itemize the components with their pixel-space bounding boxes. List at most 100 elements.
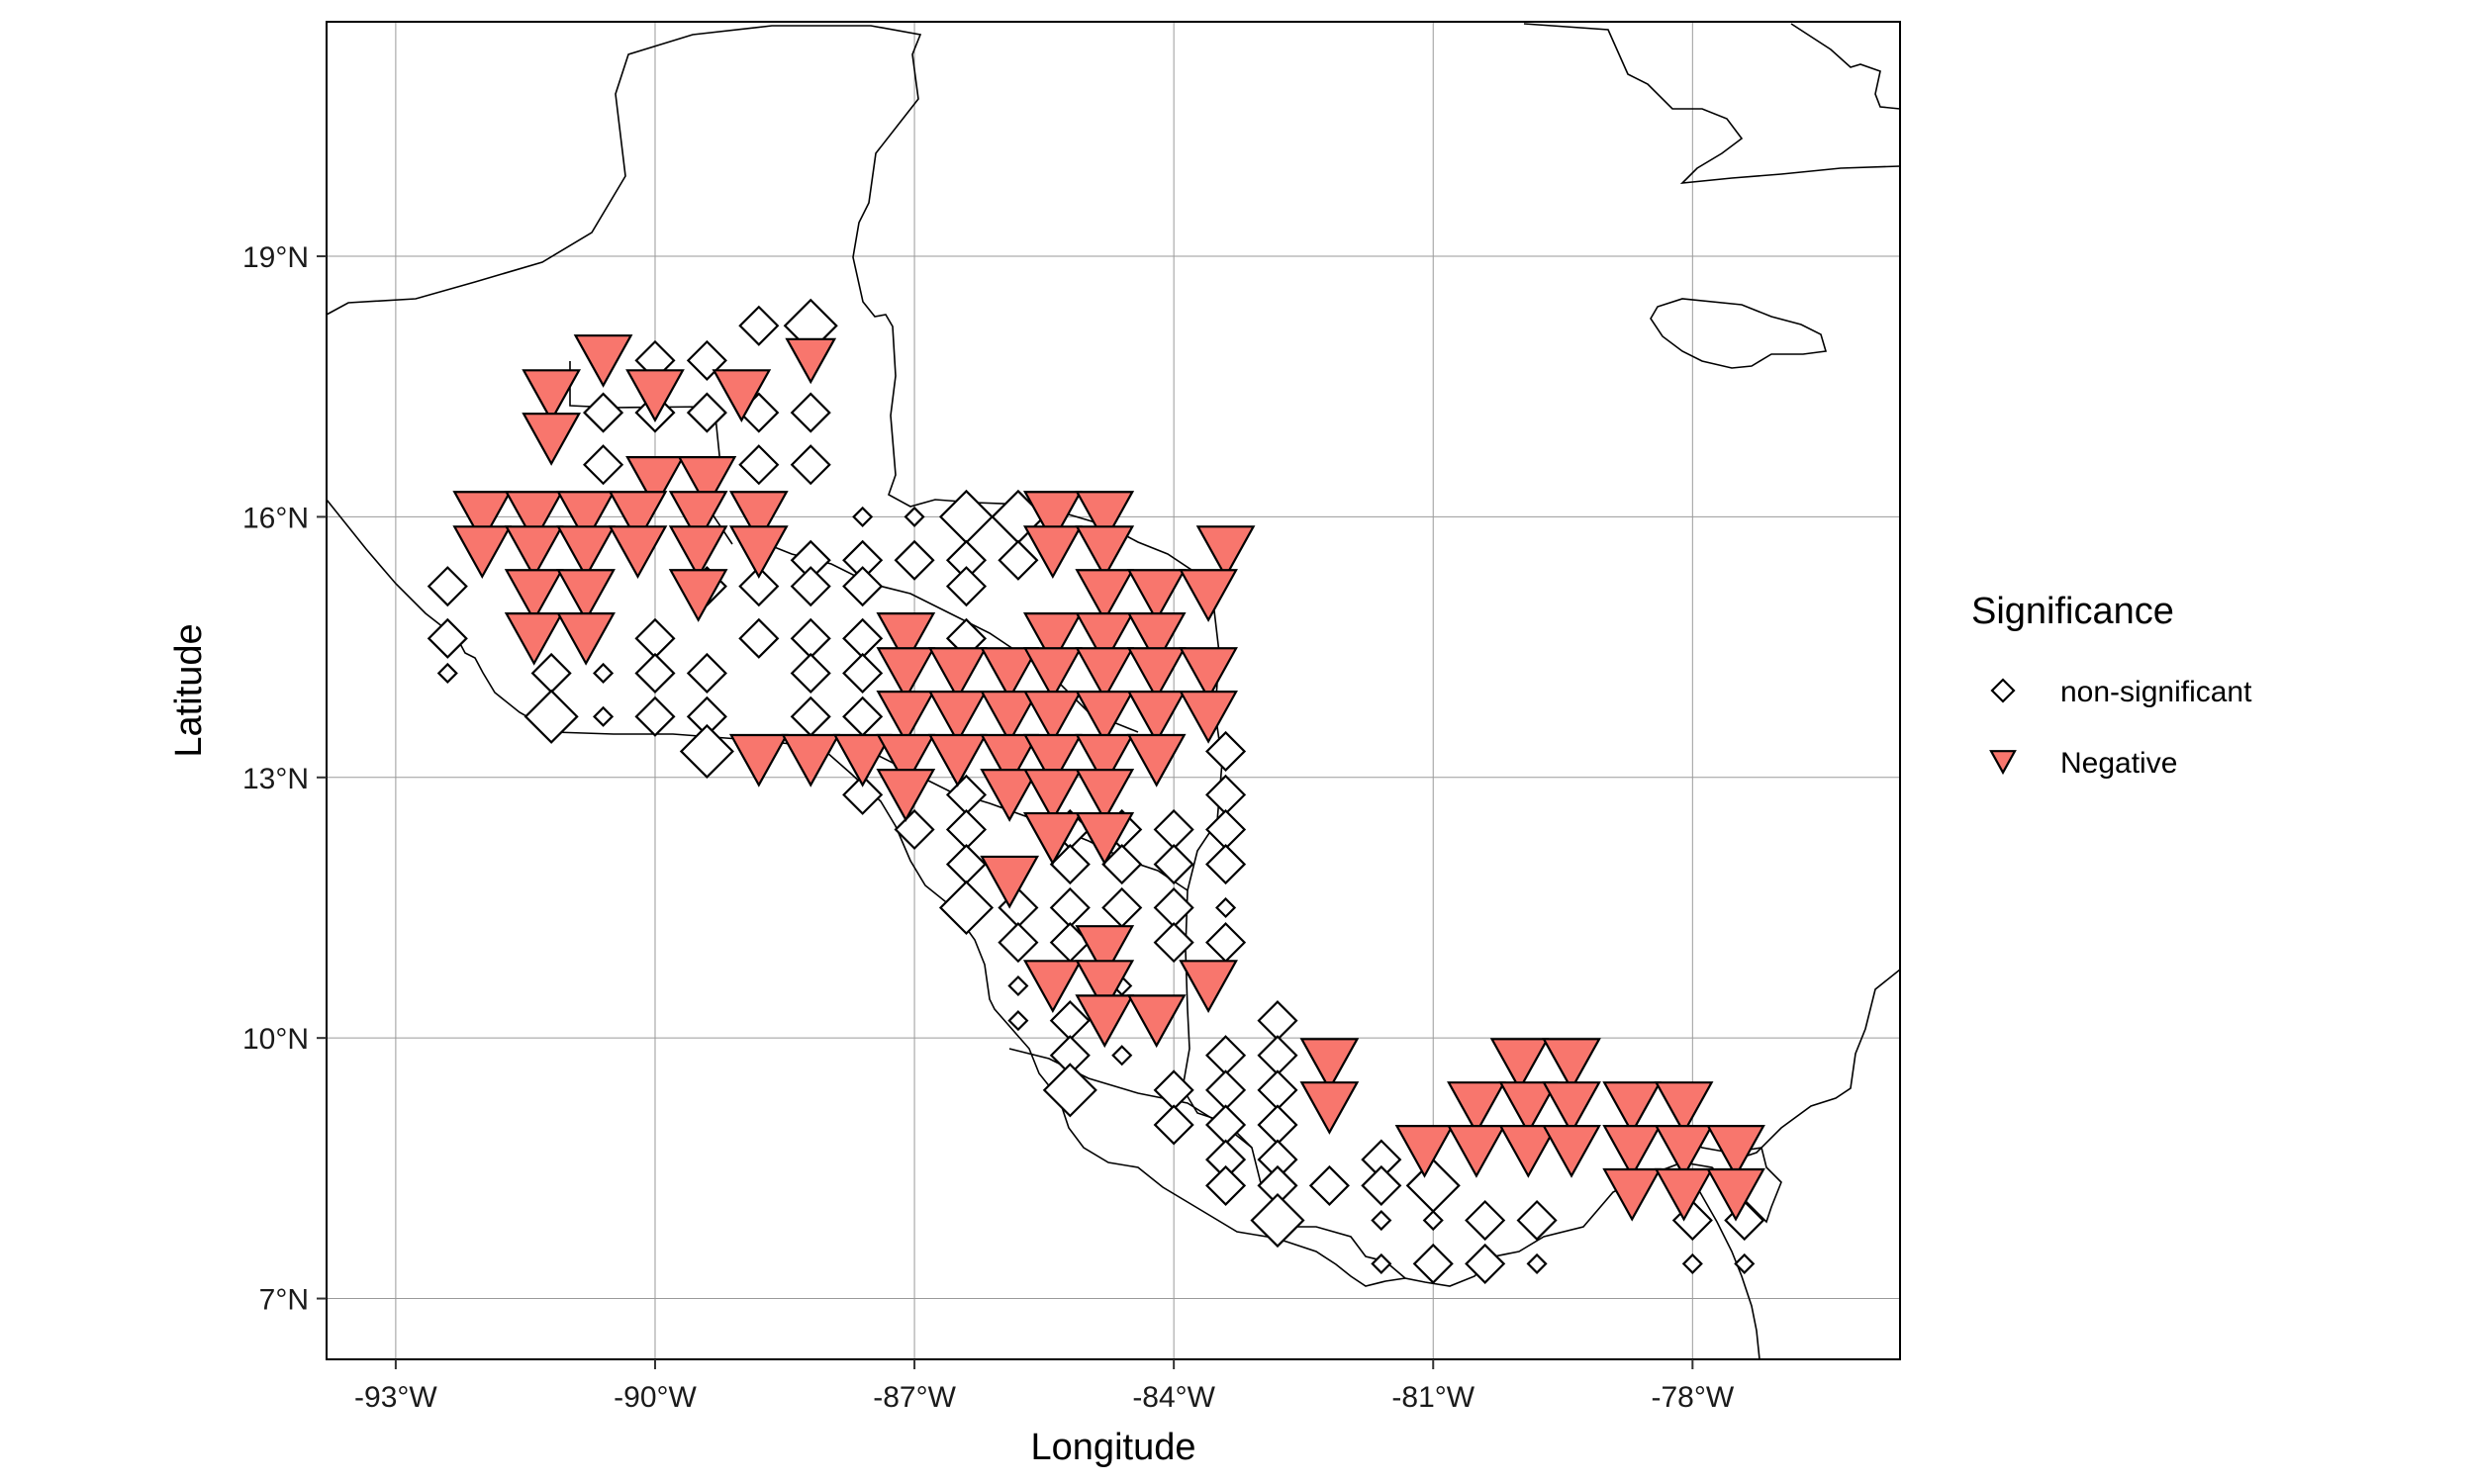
y-tick-label: 16°N: [242, 502, 309, 534]
data-markers: [427, 298, 1765, 1284]
negative-marker: [1022, 525, 1083, 579]
negative-marker: [522, 413, 582, 466]
negative-marker: [668, 491, 728, 544]
y-axis: 7°N 10°N 13°N 16°N 19°N: [242, 241, 327, 1317]
non-significant-marker: [842, 774, 884, 815]
negative-marker: [1447, 1081, 1506, 1135]
non-significant-marker: [1371, 1209, 1392, 1232]
y-tick-label: 19°N: [242, 241, 309, 274]
negative-marker: [504, 525, 564, 579]
negative-marker: [1022, 811, 1083, 866]
negative-marker: [1075, 733, 1135, 788]
negative-marker: [625, 455, 685, 510]
non-significant-marker: [686, 652, 727, 694]
negative-marker: [980, 733, 1040, 788]
negative-marker: [573, 334, 633, 388]
negative-marker: [504, 612, 564, 666]
negative-marker: [1654, 1124, 1714, 1178]
non-significant-marker: [790, 392, 831, 433]
negative-marker: [1075, 491, 1135, 544]
negative-marker: [927, 647, 988, 700]
negative-marker: [980, 855, 1040, 909]
negative-marker: [1022, 733, 1083, 788]
negative-marker: [728, 491, 789, 544]
non-significant-marker: [998, 922, 1039, 964]
non-significant-marker: [1308, 1164, 1350, 1206]
negative-marker: [1299, 1081, 1360, 1135]
non-significant-marker: [427, 566, 468, 607]
negative-marker: [980, 769, 1040, 822]
non-significant-marker: [790, 566, 831, 607]
non-significant-marker: [1215, 896, 1237, 919]
non-significant-marker: [790, 652, 831, 694]
non-significant-marker: [1412, 1243, 1454, 1284]
negative-marker: [1075, 769, 1135, 822]
negative-marker: [728, 733, 789, 788]
negative-marker: [1179, 569, 1238, 622]
negative-marker: [876, 733, 936, 788]
negative-marker: [1542, 1038, 1601, 1091]
negative-marker: [1299, 1038, 1360, 1091]
non-significant-marker: [1465, 1243, 1506, 1284]
non-significant-marker: [904, 506, 925, 527]
non-significant-marker: [894, 539, 935, 581]
negative-marker: [1498, 1124, 1559, 1178]
negative-marker: [625, 369, 685, 422]
negative-marker: [1075, 691, 1135, 744]
negative-marker: [1126, 994, 1187, 1049]
non-significant-marker: [1205, 1164, 1247, 1206]
negative-marker: [781, 733, 841, 788]
negative-marker: [712, 369, 772, 422]
negative-marker: [677, 455, 737, 510]
negative-marker: [1654, 1167, 1714, 1222]
legend-key-triangle: [1989, 750, 2017, 776]
negative-marker: [504, 569, 564, 622]
non-significant-marker: [945, 566, 988, 607]
x-tick-label: -81°W: [1391, 1381, 1475, 1414]
non-significant-marker: [593, 662, 615, 684]
negative-marker: [1179, 960, 1238, 1013]
negative-marker: [1179, 691, 1238, 744]
y-tick-label: 10°N: [242, 1023, 309, 1056]
non-significant-marker: [1205, 730, 1247, 773]
negative-marker: [1126, 612, 1187, 666]
y-tick-label: 13°N: [242, 763, 309, 795]
non-significant-marker: [1371, 1252, 1392, 1274]
non-significant-marker: [738, 566, 780, 607]
negative-marker: [608, 525, 668, 579]
negative-marker: [1542, 1124, 1601, 1178]
legend: Significance non-significant Negative: [1971, 591, 2252, 780]
negative-marker: [452, 525, 513, 579]
negative-marker: [1022, 647, 1083, 700]
non-significant-marker: [436, 662, 458, 684]
non-significant-marker: [1007, 974, 1029, 997]
x-tick-label: -84°W: [1132, 1381, 1215, 1414]
negative-marker: [876, 612, 936, 666]
non-significant-marker: [1734, 1252, 1756, 1274]
non-significant-marker: [1153, 922, 1194, 964]
non-significant-marker: [634, 652, 676, 694]
non-significant-marker: [1250, 1192, 1305, 1249]
non-significant-marker: [1526, 1252, 1548, 1274]
non-significant-marker: [1153, 844, 1194, 885]
non-significant-marker: [1681, 1252, 1703, 1274]
non-significant-marker: [842, 652, 884, 694]
negative-marker: [1126, 647, 1187, 700]
x-tick-label: -87°W: [873, 1381, 956, 1414]
negative-marker: [556, 491, 616, 544]
negative-marker: [1075, 647, 1135, 700]
negative-marker: [927, 733, 988, 788]
non-significant-marker: [686, 392, 727, 433]
negative-marker: [1075, 612, 1135, 666]
non-significant-marker: [1042, 1063, 1097, 1118]
non-significant-marker: [790, 444, 831, 486]
negative-marker: [1022, 491, 1083, 544]
negative-marker: [1542, 1081, 1601, 1135]
non-significant-marker: [1101, 844, 1143, 885]
y-tick-label: 7°N: [259, 1284, 309, 1317]
non-significant-marker: [738, 305, 780, 346]
non-significant-marker: [593, 705, 615, 727]
cuba-coastline: [1523, 23, 1901, 185]
non-significant-marker: [1361, 1164, 1402, 1206]
negative-marker: [1706, 1124, 1765, 1178]
